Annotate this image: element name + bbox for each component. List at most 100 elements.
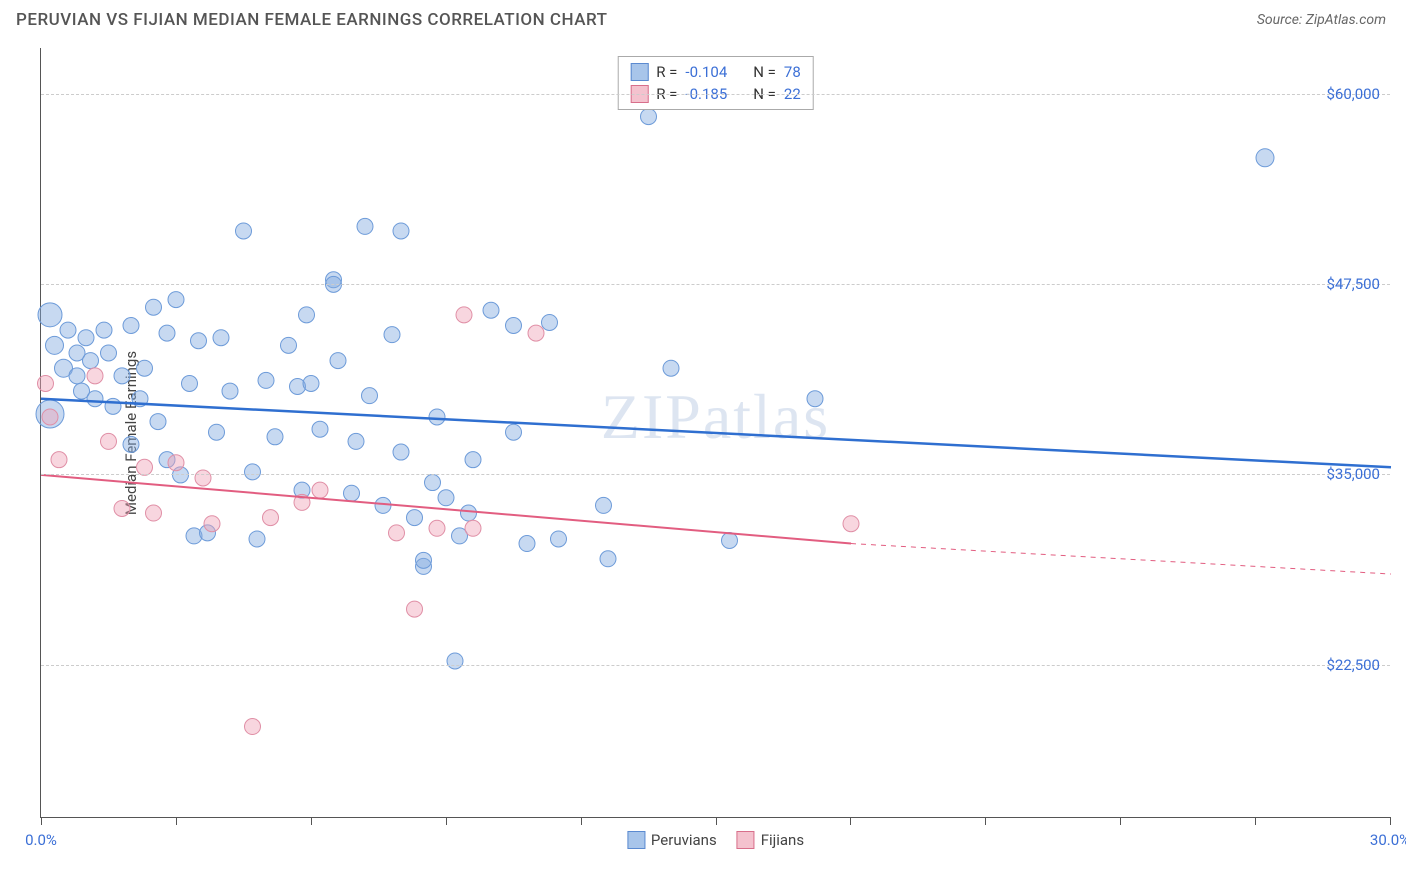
x-tick <box>581 817 582 825</box>
title-bar: PERUVIAN VS FIJIAN MEDIAN FEMALE EARNING… <box>0 0 1406 36</box>
legend-n-label: N = <box>753 63 776 81</box>
scatter-point <box>438 490 454 506</box>
series-legend: Peruvians Fijians <box>627 831 804 849</box>
scatter-point <box>182 375 198 391</box>
legend-item: Fijians <box>737 831 804 849</box>
scatter-point <box>204 516 220 532</box>
scatter-point <box>209 424 225 440</box>
x-tick <box>311 817 312 825</box>
scatter-point <box>46 336 64 354</box>
gridline <box>41 665 1390 666</box>
y-tick-label: $60,000 <box>1326 85 1380 103</box>
scatter-point <box>389 525 405 541</box>
scatter-point <box>506 424 522 440</box>
scatter-point <box>249 531 265 547</box>
legend-series-label: Fijians <box>761 831 804 849</box>
scatter-point <box>807 391 823 407</box>
x-tick-label-left: 0.0% <box>25 831 57 849</box>
scatter-point <box>191 333 207 349</box>
gridline <box>41 474 1390 475</box>
scatter-point <box>330 353 346 369</box>
x-tick <box>850 817 851 825</box>
scatter-point <box>447 653 463 669</box>
legend-swatch <box>737 831 755 849</box>
scatter-point <box>551 531 567 547</box>
x-tick <box>1390 817 1391 825</box>
correlation-legend: R =-0.104N =78R =-0.185N =22 <box>617 56 814 110</box>
scatter-point <box>195 470 211 486</box>
gridline <box>41 94 1390 95</box>
scatter-point <box>101 433 117 449</box>
scatter-point <box>407 510 423 526</box>
scatter-point <box>105 398 121 414</box>
scatter-point <box>123 436 139 452</box>
scatter-point <box>843 516 859 532</box>
scatter-point <box>303 375 319 391</box>
scatter-point <box>245 719 261 735</box>
scatter-point <box>222 383 238 399</box>
scatter-point <box>42 409 58 425</box>
scatter-point <box>357 218 373 234</box>
scatter-point <box>483 302 499 318</box>
scatter-point <box>528 325 544 341</box>
legend-series-label: Peruvians <box>651 831 717 849</box>
trend-line <box>41 475 851 544</box>
scatter-point <box>146 505 162 521</box>
scatter-point <box>416 552 432 568</box>
scatter-point <box>263 510 279 526</box>
scatter-point <box>506 318 522 334</box>
scatter-point <box>69 368 85 384</box>
scatter-point <box>344 485 360 501</box>
x-tick <box>41 817 42 825</box>
source-label: Source: ZipAtlas.com <box>1257 12 1386 28</box>
scatter-point <box>375 497 391 513</box>
x-tick <box>176 817 177 825</box>
scatter-point <box>393 444 409 460</box>
scatter-point <box>641 109 657 125</box>
y-tick-label: $22,500 <box>1326 656 1380 674</box>
scatter-point <box>465 520 481 536</box>
scatter-point <box>60 322 76 338</box>
legend-item: Peruvians <box>627 831 717 849</box>
scatter-point <box>267 429 283 445</box>
x-tick <box>985 817 986 825</box>
chart-svg <box>41 48 1390 817</box>
scatter-point <box>87 391 103 407</box>
scatter-point <box>236 223 252 239</box>
scatter-point <box>722 532 738 548</box>
scatter-point <box>38 375 54 391</box>
scatter-point <box>83 353 99 369</box>
legend-n-value: 78 <box>784 63 801 81</box>
scatter-point <box>137 459 153 475</box>
scatter-point <box>213 330 229 346</box>
scatter-point <box>78 330 94 346</box>
scatter-point <box>362 388 378 404</box>
legend-row: R =-0.104N =78 <box>630 61 801 83</box>
scatter-point <box>407 601 423 617</box>
scatter-point <box>281 337 297 353</box>
scatter-point <box>51 452 67 468</box>
scatter-point <box>146 299 162 315</box>
scatter-point <box>312 482 328 498</box>
scatter-point <box>456 307 472 323</box>
scatter-point <box>461 505 477 521</box>
scatter-point <box>168 292 184 308</box>
legend-r-value: -0.104 <box>685 63 727 81</box>
x-tick-label-right: 30.0% <box>1370 831 1406 849</box>
scatter-point <box>596 497 612 513</box>
legend-swatch <box>627 831 645 849</box>
scatter-point <box>168 455 184 471</box>
x-tick <box>446 817 447 825</box>
y-tick-label: $35,000 <box>1326 465 1380 483</box>
x-tick <box>716 817 717 825</box>
scatter-point <box>384 327 400 343</box>
scatter-point <box>114 500 130 516</box>
scatter-point <box>663 360 679 376</box>
scatter-point <box>393 223 409 239</box>
scatter-point <box>38 303 62 327</box>
y-tick-label: $47,500 <box>1326 275 1380 293</box>
scatter-point <box>114 368 130 384</box>
trend-line-dashed <box>851 544 1391 574</box>
scatter-point <box>600 551 616 567</box>
scatter-point <box>96 322 112 338</box>
